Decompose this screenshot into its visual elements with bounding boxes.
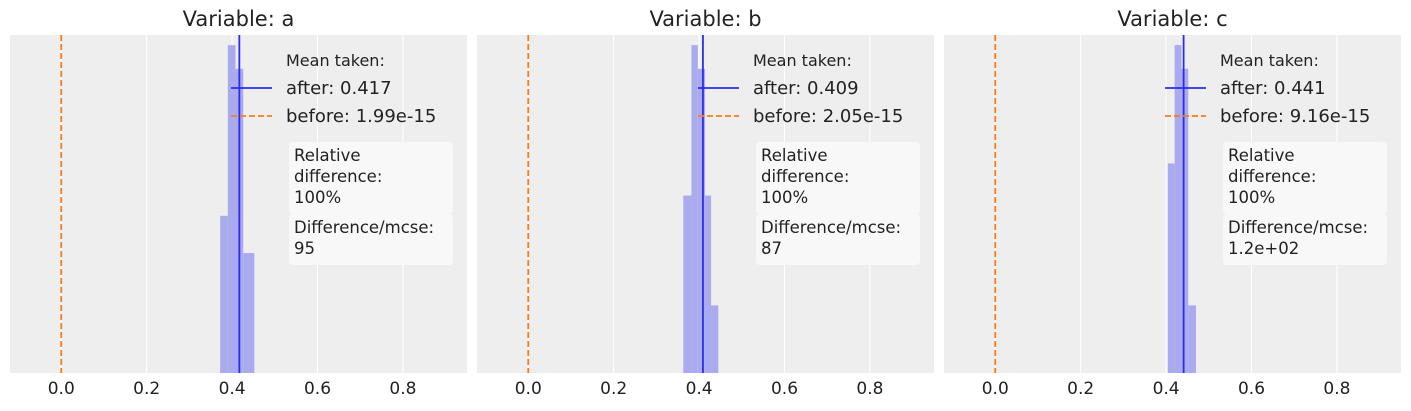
histogram-bar — [1181, 68, 1189, 374]
histogram-bar — [705, 195, 712, 373]
legend: Mean taken: after: 0.417 before: 1.99e-15 — [231, 51, 436, 127]
annotation-box: Relative difference: 100% — [1223, 142, 1387, 214]
annotation-text: Difference/mcse: — [761, 218, 901, 237]
annotation-text: 100% — [294, 188, 341, 207]
x-tick-label: 0.8 — [389, 379, 416, 399]
annotation-box-background — [756, 142, 920, 214]
annotation-box-background — [1223, 142, 1387, 214]
annotation-box: Difference/mcse: 95 — [289, 214, 453, 265]
x-tick-label: 0.0 — [48, 379, 75, 399]
legend-title: Mean taken: — [1220, 51, 1319, 70]
annotation-box-background — [289, 142, 453, 214]
histogram-bar — [711, 305, 719, 373]
legend-label-before: before: 9.16e-15 — [1220, 106, 1370, 127]
x-tick-label: 0.2 — [600, 379, 627, 399]
legend-label-after: after: 0.417 — [286, 78, 392, 99]
x-tick-label: 0.2 — [133, 379, 160, 399]
panel-3: Variable: c 0.0 0.2 0.4 0.6 0.8 Mean taken: aft… — [944, 7, 1401, 399]
panel-1: Variable: a 0.0 0.2 0.4 0.6 0.8 Mean taken: aft… — [10, 7, 467, 399]
annotation-text: Relative — [1228, 146, 1295, 165]
annotation-text: 87 — [761, 239, 782, 258]
histogram-bar — [683, 195, 692, 373]
histogram-bar — [220, 215, 228, 373]
histogram-bar — [243, 253, 255, 373]
annotation-text: Relative — [761, 146, 828, 165]
x-tick-label: 0.8 — [1323, 379, 1350, 399]
legend-label-after: after: 0.409 — [753, 78, 859, 99]
legend: Mean taken: after: 0.409 before: 2.05e-15 — [698, 51, 903, 127]
x-tick-label: 0.4 — [219, 379, 246, 399]
panel-title: Variable: a — [183, 7, 295, 31]
x-tick-label: 0.0 — [515, 379, 542, 399]
x-tick-label: 0.2 — [1067, 379, 1094, 399]
annotation-text: 95 — [294, 239, 315, 258]
annotation-text: difference: — [1228, 167, 1316, 186]
x-tick-label: 0.8 — [856, 379, 883, 399]
annotation-text: difference: — [761, 167, 849, 186]
x-tick-label: 0.4 — [1153, 379, 1180, 399]
panel-title: Variable: b — [649, 7, 761, 31]
legend-title: Mean taken: — [753, 51, 852, 70]
x-tick-label: 0.0 — [982, 379, 1009, 399]
annotation-box-background — [289, 214, 453, 265]
histogram-bar — [1174, 45, 1182, 373]
legend-label-before: before: 1.99e-15 — [286, 106, 436, 127]
x-tick-label: 0.6 — [1238, 379, 1265, 399]
x-tick-label: 0.6 — [304, 379, 331, 399]
histogram-bar — [1167, 163, 1175, 373]
annotation-box-background — [1223, 214, 1387, 265]
x-tick-label: 0.4 — [686, 379, 713, 399]
annotation-box: Relative difference: 100% — [756, 142, 920, 214]
histogram-bar — [227, 45, 236, 373]
annotation-box: Relative difference: 100% — [289, 142, 453, 214]
annotation-box: Difference/mcse: 1.2e+02 — [1223, 214, 1387, 265]
annotation-box: Difference/mcse: 87 — [756, 214, 920, 265]
legend-label-before: before: 2.05e-15 — [753, 106, 903, 127]
legend: Mean taken: after: 0.441 before: 9.16e-15 — [1165, 51, 1370, 127]
annotation-text: difference: — [294, 167, 382, 186]
panel-title: Variable: c — [1117, 7, 1227, 31]
annotation-text: Difference/mcse: — [294, 218, 434, 237]
annotation-text: Difference/mcse: — [1228, 218, 1368, 237]
panel-2: Variable: b 0.0 0.2 0.4 0.6 0.8 Mean taken: aft… — [477, 7, 934, 399]
histogram-bar — [697, 68, 706, 374]
histogram-bar — [1188, 305, 1196, 373]
annotation-text: Relative — [294, 146, 361, 165]
annotation-text: 100% — [1228, 188, 1275, 207]
annotation-text: 100% — [761, 188, 808, 207]
annotation-box-background — [756, 214, 920, 265]
x-tick-label: 0.6 — [771, 379, 798, 399]
annotation-text: 1.2e+02 — [1228, 239, 1299, 258]
legend-label-after: after: 0.441 — [1220, 78, 1326, 99]
histogram-bar — [691, 45, 698, 373]
legend-title: Mean taken: — [286, 51, 385, 70]
